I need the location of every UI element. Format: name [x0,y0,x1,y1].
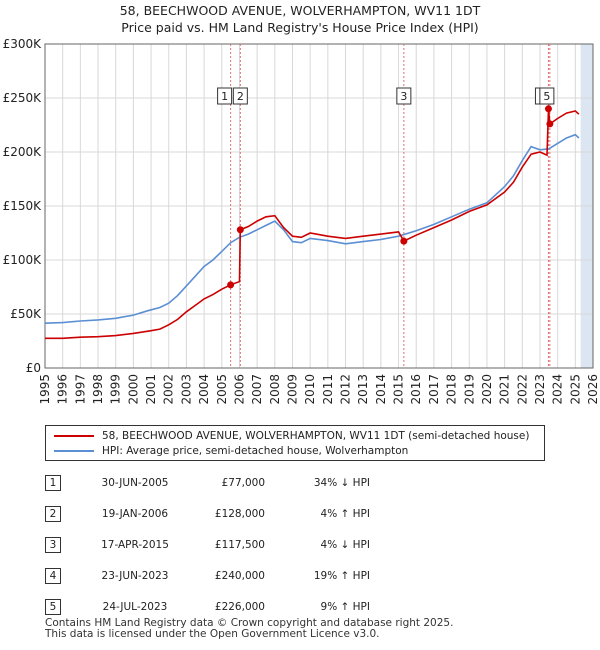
sale-price: £240,000 [214,570,265,582]
hpi-line [44,133,580,324]
sale-price: £226,000 [214,601,265,613]
x-tick-label: 2005 [215,374,229,405]
y-tick-label: £250K [3,91,43,105]
legend-label-hpi: HPI: Average price, semi-detached house,… [102,445,409,457]
sale-number-label: 5 [543,90,550,103]
sale-number-badge: 2 [45,506,61,522]
sale-number-badge: 1 [45,475,61,491]
x-tick-label: 2026 [586,374,600,405]
x-tick-label: 2024 [551,374,565,405]
sale-hpi-diff: 34% ↓ HPI [313,477,370,489]
y-tick-label: £200K [3,145,43,159]
chart-subtitle: Price paid vs. HM Land Registry's House … [121,20,479,35]
table-row: 1 30-JUN-2005 £77,000 34% ↓ HPI [0,475,600,493]
sale-number-badge: 4 [45,568,61,584]
y-tick-label: £50K [10,307,42,321]
x-tick-label: 2007 [250,374,264,405]
sale-date: 24-JUL-2023 [102,601,168,613]
sale-hpi-diff: 4% ↑ HPI [320,508,370,520]
x-tick-label: 2000 [126,374,140,405]
sale-number-label: 2 [237,90,244,103]
legend: 58, BEECHWOOD AVENUE, WOLVERHAMPTON, WV1… [45,425,545,461]
y-tick-label: £150K [3,199,43,213]
sale-point [236,226,244,234]
table-row: 3 17-APR-2015 £117,500 4% ↓ HPI [0,537,600,555]
footer-copyright: Contains HM Land Registry data © Crown c… [45,617,454,629]
x-tick-label: 2011 [321,374,335,405]
y-tick-label: £100K [3,253,43,267]
x-tick-label: 2025 [568,374,582,405]
x-tick-label: 2020 [480,374,494,405]
plot-frame [44,43,594,369]
sale-hpi-diff: 9% ↑ HPI [320,601,370,613]
x-tick-label: 2017 [427,374,441,405]
legend-item-hpi: HPI: Average price, semi-detached house,… [54,444,408,458]
sale-number-box [217,87,233,105]
sale-date: 30-JUN-2005 [101,477,169,489]
property-line [45,108,580,340]
sale-point [400,237,408,245]
x-tick-label: 2009 [285,374,299,405]
chart-title: 58, BEECHWOOD AVENUE, WOLVERHAMPTON, WV1… [119,3,481,18]
legend-swatch-property [54,435,94,437]
x-tick-label: 2016 [409,374,423,405]
x-tick-label: 2002 [162,374,176,405]
x-tick-label: 2010 [303,374,317,405]
y-tick-label: £0 [26,361,41,375]
sale-date: 19-JAN-2006 [101,508,169,520]
legend-label-property: 58, BEECHWOOD AVENUE, WOLVERHAMPTON, WV1… [102,430,530,442]
table-row: 4 23-JUN-2023 £240,000 19% ↑ HPI [0,568,600,586]
x-tick-label: 2012 [339,374,353,405]
x-tick-label: 2004 [197,374,211,405]
sale-number-label: 1 [221,90,228,103]
sale-number-badge: 5 [45,599,61,615]
x-tick-label: 2013 [356,374,370,405]
x-tick-label: 2014 [374,374,388,405]
x-tick-label: 2003 [179,374,193,405]
table-row: 2 19-JAN-2006 £128,000 4% ↑ HPI [0,506,600,524]
x-tick-label: 2022 [515,374,529,405]
sale-hpi-diff: 19% ↑ HPI [313,570,370,582]
legend-item-property: 58, BEECHWOOD AVENUE, WOLVERHAMPTON, WV1… [54,429,529,443]
footer: Contains HM Land Registry data © Crown c… [45,618,453,640]
x-tick-label: 1995 [38,374,52,405]
x-tick-label: 2008 [268,374,282,405]
sale-date: 17-APR-2015 [101,539,169,551]
x-tick-label: 2006 [232,374,246,405]
x-tick-label: 2015 [392,374,406,405]
sale-number-box [539,87,555,105]
sale-hpi-diff: 4% ↓ HPI [320,539,370,551]
x-tick-label: 2019 [462,374,476,405]
sale-point [544,105,552,113]
y-tick-label: £300K [3,37,43,51]
sale-number-badge: 3 [45,537,61,553]
sale-number-box [396,87,412,105]
x-tick-label: 2001 [144,374,158,405]
sale-price: £117,500 [214,539,265,551]
x-tick-label: 2018 [445,374,459,405]
x-tick-label: 2021 [498,374,512,405]
sale-price: £128,000 [214,508,265,520]
sale-number-label: 3 [400,90,407,103]
footer-license: This data is licensed under the Open Gov… [45,628,380,640]
x-tick-label: 1996 [56,374,70,405]
legend-swatch-hpi [54,450,94,452]
x-tick-label: 1999 [109,374,123,405]
sale-number-box [232,87,248,105]
x-tick-label: 1997 [73,374,87,405]
table-row: 5 24-JUL-2023 £226,000 9% ↑ HPI [0,599,600,617]
x-tick-label: 1998 [91,374,105,405]
sale-point [546,120,554,128]
sale-price: £77,000 [221,477,265,489]
sale-point [227,281,235,289]
sale-date: 23-JUN-2023 [101,570,169,582]
x-tick-label: 2023 [533,374,547,405]
